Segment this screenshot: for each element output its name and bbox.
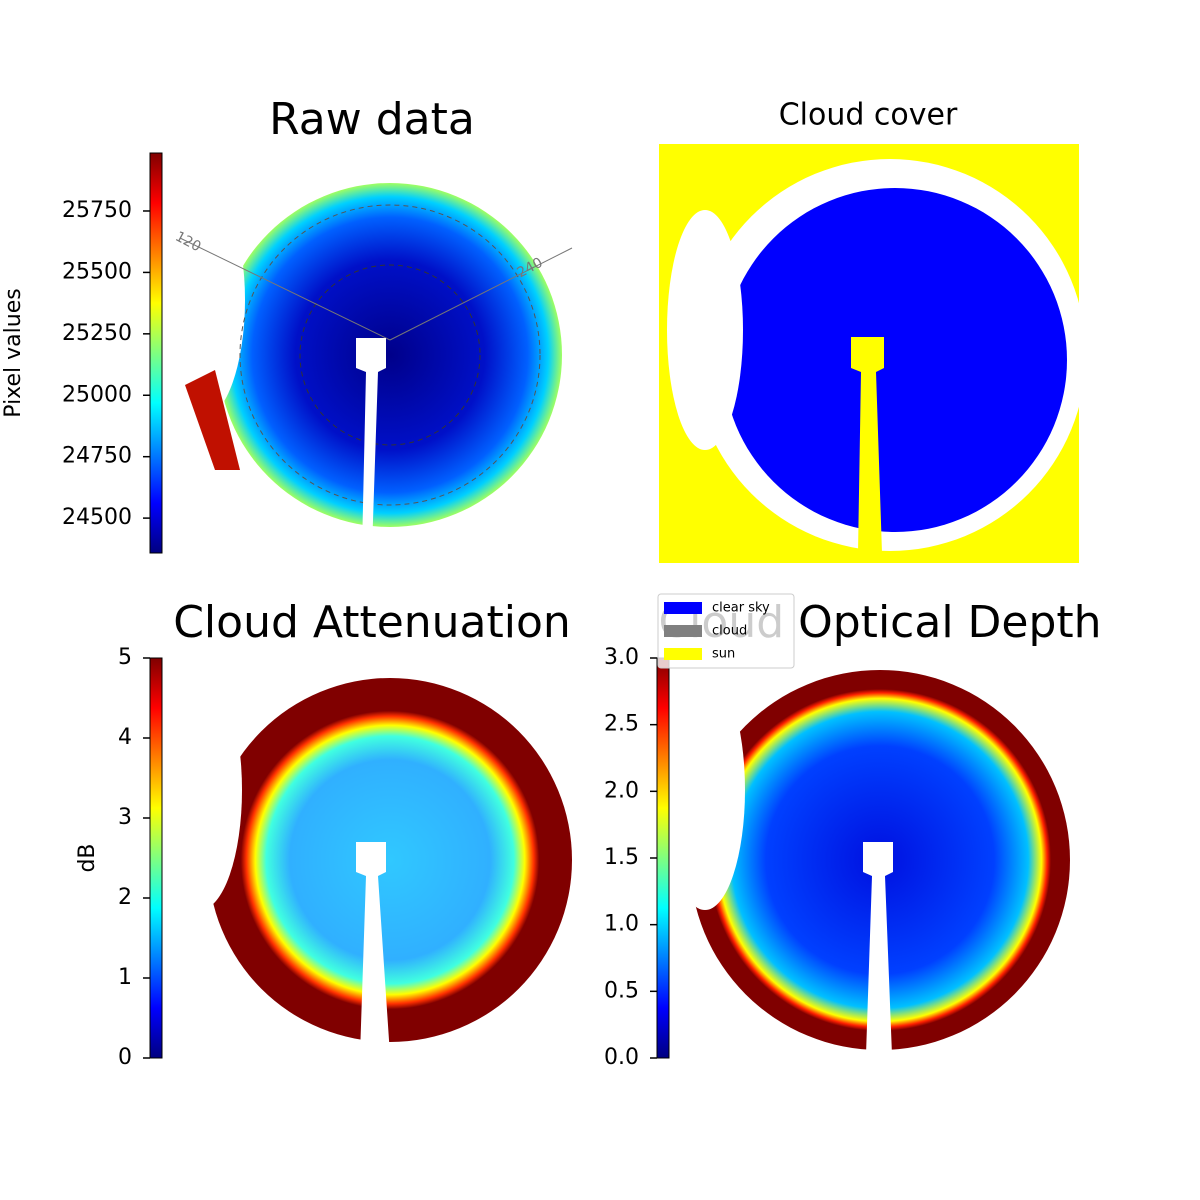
colorbar	[149, 657, 163, 1059]
legend: clear sky cloud sun	[657, 593, 795, 669]
legend-swatch	[664, 625, 702, 637]
legend-label: clear sky	[712, 601, 770, 616]
tick-label: 2	[118, 885, 132, 910]
tick-label: 24750	[62, 444, 132, 469]
tick-label: 0.0	[604, 1045, 639, 1070]
tick-label: 25750	[62, 198, 132, 223]
legend-label: sun	[712, 647, 735, 662]
tick-label: 1	[118, 965, 132, 990]
attenuation-image	[158, 670, 572, 1055]
tick-label: 1.5	[604, 845, 639, 870]
colorbar	[149, 152, 163, 554]
raw-image	[155, 180, 573, 550]
colorbar	[656, 657, 670, 1059]
tick-label: 2.0	[604, 778, 639, 803]
tick-label: 25500	[62, 259, 132, 284]
panel-title: Cloud cover	[779, 98, 958, 133]
tick-label: 3	[118, 805, 132, 830]
panel-title: Cloud Attenuation	[173, 597, 571, 648]
legend-swatch	[664, 602, 702, 614]
tick-label: 25250	[62, 321, 132, 346]
colorbar-label: dB	[75, 843, 100, 872]
colorbar-label: Pixel values	[1, 288, 26, 417]
tick-label: 1.0	[604, 912, 639, 937]
tick-label: 24500	[62, 505, 132, 530]
tick-label: 25000	[62, 382, 132, 407]
legend-label: cloud	[712, 624, 747, 639]
tick-label: 3.0	[604, 645, 639, 670]
tick-label: 2.5	[604, 712, 639, 737]
optical-depth-image	[665, 670, 1070, 1055]
tick-label: 0.5	[604, 978, 639, 1003]
legend-swatch	[664, 648, 702, 660]
panel-title: Raw data	[269, 94, 475, 145]
tick-label: 5	[118, 645, 132, 670]
cloud-cover-image	[659, 144, 1086, 563]
tick-label: 0	[118, 1045, 132, 1070]
tick-label: 4	[118, 725, 132, 750]
